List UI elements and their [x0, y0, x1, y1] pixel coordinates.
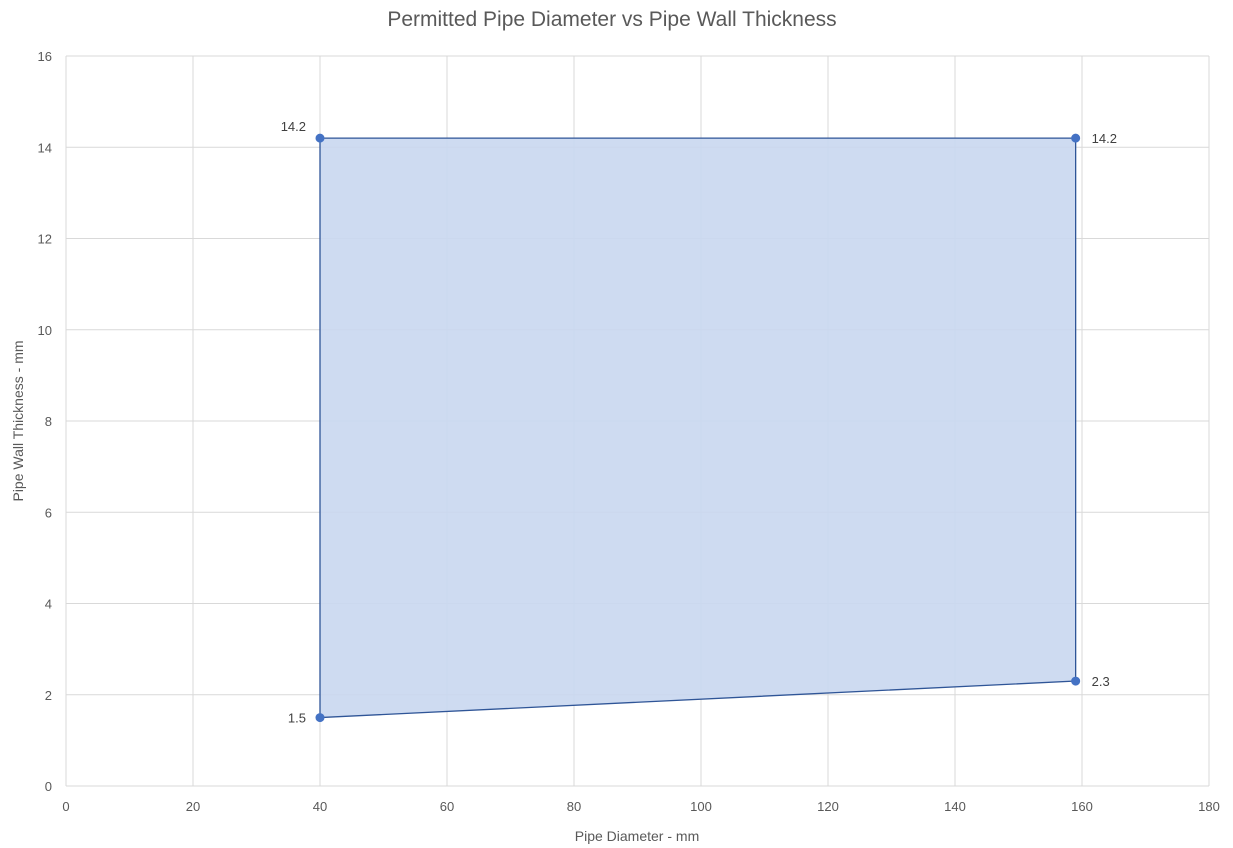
x-tick-label: 60 — [440, 799, 454, 814]
x-tick-label: 120 — [817, 799, 839, 814]
x-tick-label: 160 — [1071, 799, 1093, 814]
y-tick-label: 12 — [38, 232, 52, 247]
x-tick-label: 100 — [690, 799, 712, 814]
data-label: 2.3 — [1092, 674, 1110, 689]
y-tick-label: 8 — [45, 414, 52, 429]
y-tick-label: 14 — [38, 140, 52, 155]
y-axis-ticks: 0 2 4 6 8 10 12 14 16 — [38, 49, 52, 794]
x-tick-label: 180 — [1198, 799, 1220, 814]
x-tick-label: 0 — [62, 799, 69, 814]
y-tick-label: 16 — [38, 49, 52, 64]
y-tick-label: 10 — [38, 323, 52, 338]
x-axis-title: Pipe Diameter - mm — [575, 828, 699, 844]
x-tick-label: 20 — [186, 799, 200, 814]
y-axis-title: Pipe Wall Thickness - mm — [10, 340, 26, 501]
plot-area — [315, 133, 1081, 723]
data-point — [1071, 676, 1081, 686]
x-tick-label: 80 — [567, 799, 581, 814]
x-tick-label: 140 — [944, 799, 966, 814]
x-axis-ticks: 0 20 40 60 80 100 120 140 160 180 — [62, 799, 1219, 814]
series-area — [319, 137, 1077, 719]
data-point — [315, 713, 325, 723]
data-point — [1071, 133, 1081, 143]
y-tick-label: 2 — [45, 688, 52, 703]
data-point — [315, 133, 325, 143]
y-tick-label: 6 — [45, 505, 52, 520]
y-tick-label: 0 — [45, 779, 52, 794]
x-tick-label: 40 — [313, 799, 327, 814]
data-label: 1.5 — [288, 711, 306, 726]
data-labels: 1.5 2.3 14.2 14.2 — [281, 119, 1117, 725]
chart-title: Permitted Pipe Diameter vs Pipe Wall Thi… — [387, 8, 836, 31]
data-label: 14.2 — [281, 119, 306, 134]
y-tick-label: 4 — [45, 597, 52, 612]
data-label: 14.2 — [1092, 131, 1117, 146]
